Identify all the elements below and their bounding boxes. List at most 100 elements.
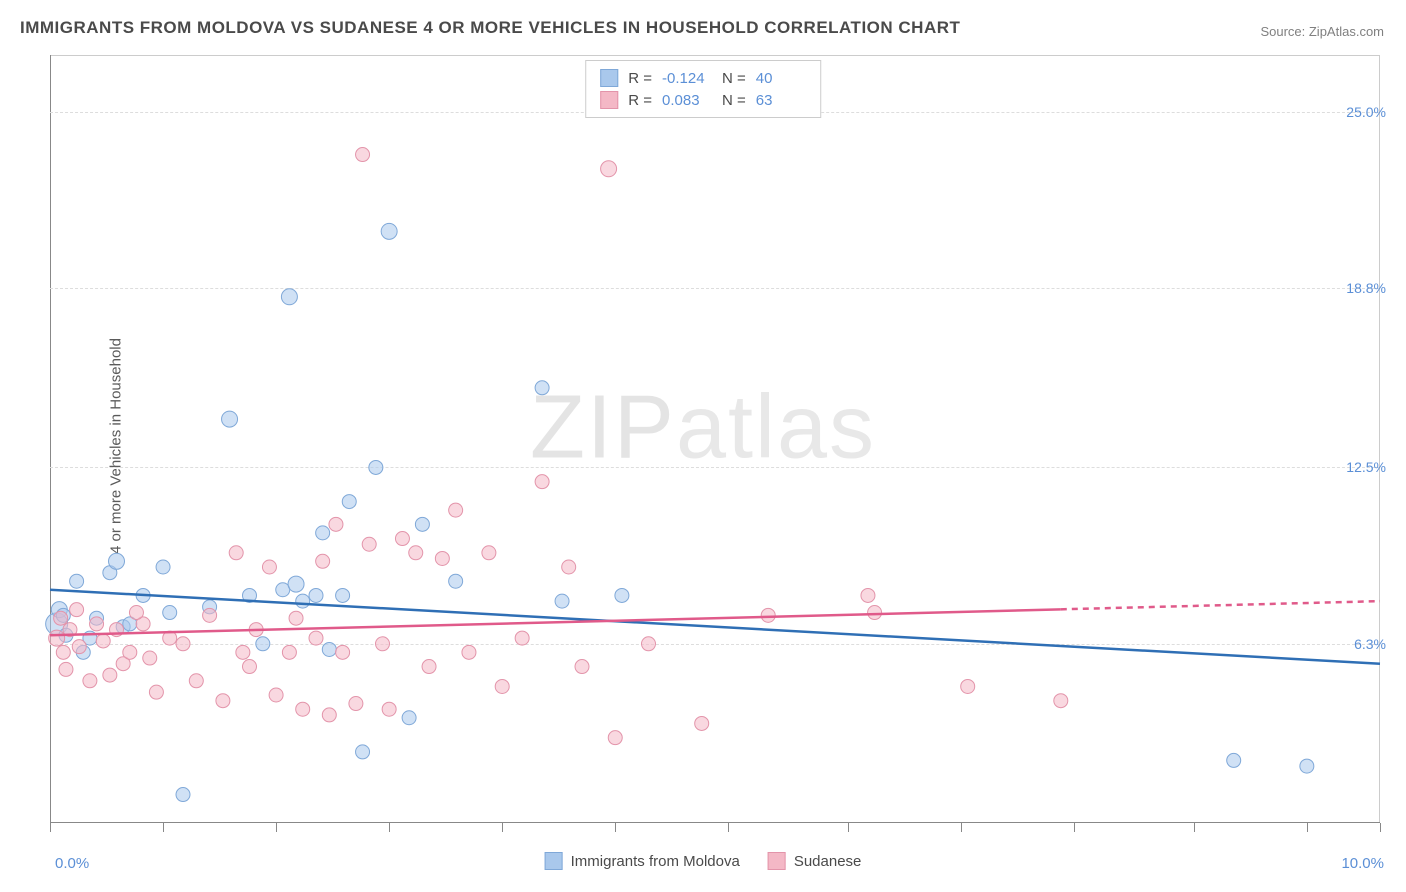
data-point (861, 588, 875, 602)
data-point (415, 517, 429, 531)
data-point (203, 608, 217, 622)
data-point (316, 526, 330, 540)
chart-svg (50, 55, 1380, 823)
data-point (109, 553, 125, 569)
legend-swatch-sudanese (768, 852, 786, 870)
data-point (176, 788, 190, 802)
n-value-sudanese: 63 (756, 92, 806, 109)
source-attribution: Source: ZipAtlas.com (1260, 24, 1384, 39)
data-point (608, 731, 622, 745)
x-tick (502, 823, 503, 832)
data-point (449, 503, 463, 517)
data-point (281, 289, 297, 305)
r-value-moldova: -0.124 (662, 70, 712, 87)
data-point (322, 642, 336, 656)
x-tick (389, 823, 390, 832)
data-point (381, 223, 397, 239)
x-tick (848, 823, 849, 832)
x-tick (728, 823, 729, 832)
data-point (49, 630, 65, 646)
x-tick (961, 823, 962, 832)
legend-row-sudanese: R = 0.083 N = 63 (600, 89, 806, 111)
data-point (296, 702, 310, 716)
data-point (322, 708, 336, 722)
data-point (362, 537, 376, 551)
legend-label-sudanese: Sudanese (794, 853, 862, 870)
legend-swatch-moldova (545, 852, 563, 870)
legend-item-sudanese: Sudanese (768, 852, 862, 870)
r-value-sudanese: 0.083 (662, 92, 712, 109)
data-point (961, 679, 975, 693)
data-point (269, 688, 283, 702)
data-point (555, 594, 569, 608)
n-value-moldova: 40 (756, 70, 806, 87)
data-point (56, 645, 70, 659)
data-point (262, 560, 276, 574)
trend-line-extrapolated (1061, 601, 1380, 609)
data-point (695, 716, 709, 730)
data-point (1300, 759, 1314, 773)
data-point (329, 517, 343, 531)
trend-line (50, 609, 1061, 635)
data-point (143, 651, 157, 665)
data-point (90, 617, 104, 631)
data-point (342, 495, 356, 509)
legend-item-moldova: Immigrants from Moldova (545, 852, 740, 870)
data-point (462, 645, 476, 659)
data-point (761, 608, 775, 622)
data-point (83, 674, 97, 688)
data-point (236, 645, 250, 659)
data-point (601, 161, 617, 177)
x-tick (163, 823, 164, 832)
data-point (409, 546, 423, 560)
data-point (256, 637, 270, 651)
legend-label-moldova: Immigrants from Moldova (571, 853, 740, 870)
data-point (129, 606, 143, 620)
data-point (615, 588, 629, 602)
swatch-moldova (600, 69, 618, 87)
data-point (309, 631, 323, 645)
data-point (222, 411, 238, 427)
data-point (123, 645, 137, 659)
data-point (70, 574, 84, 588)
data-point (575, 660, 589, 674)
data-point (229, 546, 243, 560)
data-point (149, 685, 163, 699)
data-point (482, 546, 496, 560)
x-axis-max-label: 10.0% (1341, 855, 1384, 872)
data-point (562, 560, 576, 574)
series-legend: Immigrants from Moldova Sudanese (545, 852, 862, 870)
data-point (96, 634, 110, 648)
data-point (356, 148, 370, 162)
data-point (316, 554, 330, 568)
data-point (336, 645, 350, 659)
data-point (376, 637, 390, 651)
data-point (356, 745, 370, 759)
data-point (103, 668, 117, 682)
data-point (449, 574, 463, 588)
x-tick (615, 823, 616, 832)
data-point (216, 694, 230, 708)
x-tick (1307, 823, 1308, 832)
data-point (176, 637, 190, 651)
data-point (336, 588, 350, 602)
data-point (868, 606, 882, 620)
data-point (435, 551, 449, 565)
chart-title: IMMIGRANTS FROM MOLDOVA VS SUDANESE 4 OR… (20, 18, 960, 38)
correlation-legend: R = -0.124 N = 40 R = 0.083 N = 63 (585, 60, 821, 118)
data-point (402, 711, 416, 725)
data-point (535, 381, 549, 395)
swatch-sudanese (600, 91, 618, 109)
x-axis-min-label: 0.0% (55, 855, 89, 872)
data-point (309, 588, 323, 602)
x-tick (276, 823, 277, 832)
data-point (163, 606, 177, 620)
data-point (382, 702, 396, 716)
data-point (243, 660, 257, 674)
x-tick (50, 823, 51, 832)
data-point (395, 532, 409, 546)
data-point (535, 475, 549, 489)
data-point (642, 637, 656, 651)
legend-row-moldova: R = -0.124 N = 40 (600, 67, 806, 89)
data-point (72, 640, 86, 654)
